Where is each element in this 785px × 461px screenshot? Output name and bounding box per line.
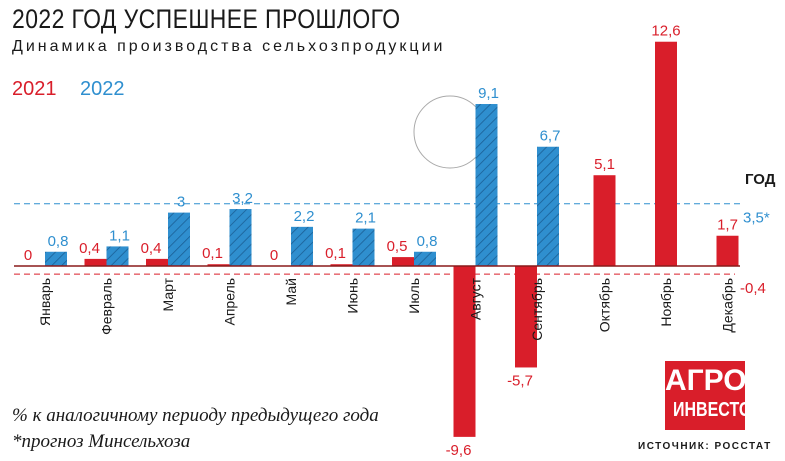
label-2021-7: -9,6 [446,442,472,459]
label-2022-2: 3 [177,194,185,211]
label-2022-4: 2,2 [294,208,315,225]
bar-2022-5 [352,228,375,266]
bar-2021-6 [392,257,414,266]
month-label-4: Май [283,278,299,305]
label-2021-8: -5,7 [507,372,533,389]
note-units: % к аналогичному периоду предыдущего год… [12,405,379,426]
bar-2021-2 [146,258,168,266]
label-2022-1: 1,1 [109,227,130,244]
label-2022-6: 0,8 [417,233,438,250]
logo-line1: АГРО [665,364,747,397]
bar-2022-7 [475,104,498,267]
label-2021-11: 1,7 [717,217,738,234]
label-2021-1: 0,4 [79,240,100,257]
bar-2022-2 [168,212,190,266]
legend-2021: 2021 [12,78,57,100]
bar-2022-3 [229,209,252,266]
month-label-11: Декабрь [720,278,736,333]
bar-2022-8 [537,146,559,266]
label-2021-5: 0,1 [325,245,346,262]
source-note: ИСТОЧНИК: РОССТАТ [638,441,772,452]
bar-2022-6 [414,251,436,266]
agroinvestor-logo: АГРО ИНВЕСТОР [665,361,762,430]
month-label-0: Январь [37,278,53,326]
bar-2021-11 [716,235,739,266]
decor-circle [413,95,487,169]
label-2021-4: 0 [270,247,278,264]
bar-2022-0 [45,251,67,266]
label-2021-2: 0,4 [141,240,162,257]
month-label-1: Февраль [99,278,115,335]
year-heading: ГОД [745,171,776,188]
label-2021-9: 5,1 [594,156,615,173]
chart-subtitle: Динамика производства сельхозпродукции [12,38,446,55]
month-label-8: Сентябрь [529,278,545,341]
chart-title: 2022 ГОД УСПЕШНЕЕ ПРОШЛОГО [12,4,401,34]
month-label-10: Ноябрь [658,278,674,327]
label-2022-8: 6,7 [540,128,561,145]
month-label-5: Июнь [345,278,361,314]
label-2021-0: 0 [24,247,32,264]
month-label-9: Октябрь [597,278,613,332]
month-label-2: Март [160,277,176,311]
label-2022-5: 2,1 [355,210,376,227]
year-label-2022: 3,5* [743,210,770,227]
year-label-2021: -0,4 [740,280,766,297]
bar-2021-8 [515,266,537,368]
bar-2021-10 [655,41,677,266]
legend-2022: 2022 [80,78,125,100]
bar-2022-4 [291,226,313,266]
month-label-3: Апрель [222,278,238,326]
month-label-6: Июль [406,278,422,314]
bar-2021-5 [330,264,353,266]
bar-2021-9 [593,175,616,266]
label-2022-3: 3,2 [232,190,253,207]
month-label-7: Август [468,277,484,320]
label-2021-6: 0,5 [387,238,408,255]
bar-2022-1 [106,246,129,266]
label-2022-0: 0,8 [48,233,69,250]
label-2021-10: 12,6 [651,23,680,40]
logo-line2: ИНВЕСТОР [673,399,762,421]
bar-2021-3 [207,264,230,266]
bar-2021-7 [453,266,476,437]
bar-2021-1 [84,258,107,266]
label-2022-7: 9,1 [478,85,499,102]
note-forecast: *прогноз Минсельхоза [12,431,191,452]
label-2021-3: 0,1 [202,245,223,262]
